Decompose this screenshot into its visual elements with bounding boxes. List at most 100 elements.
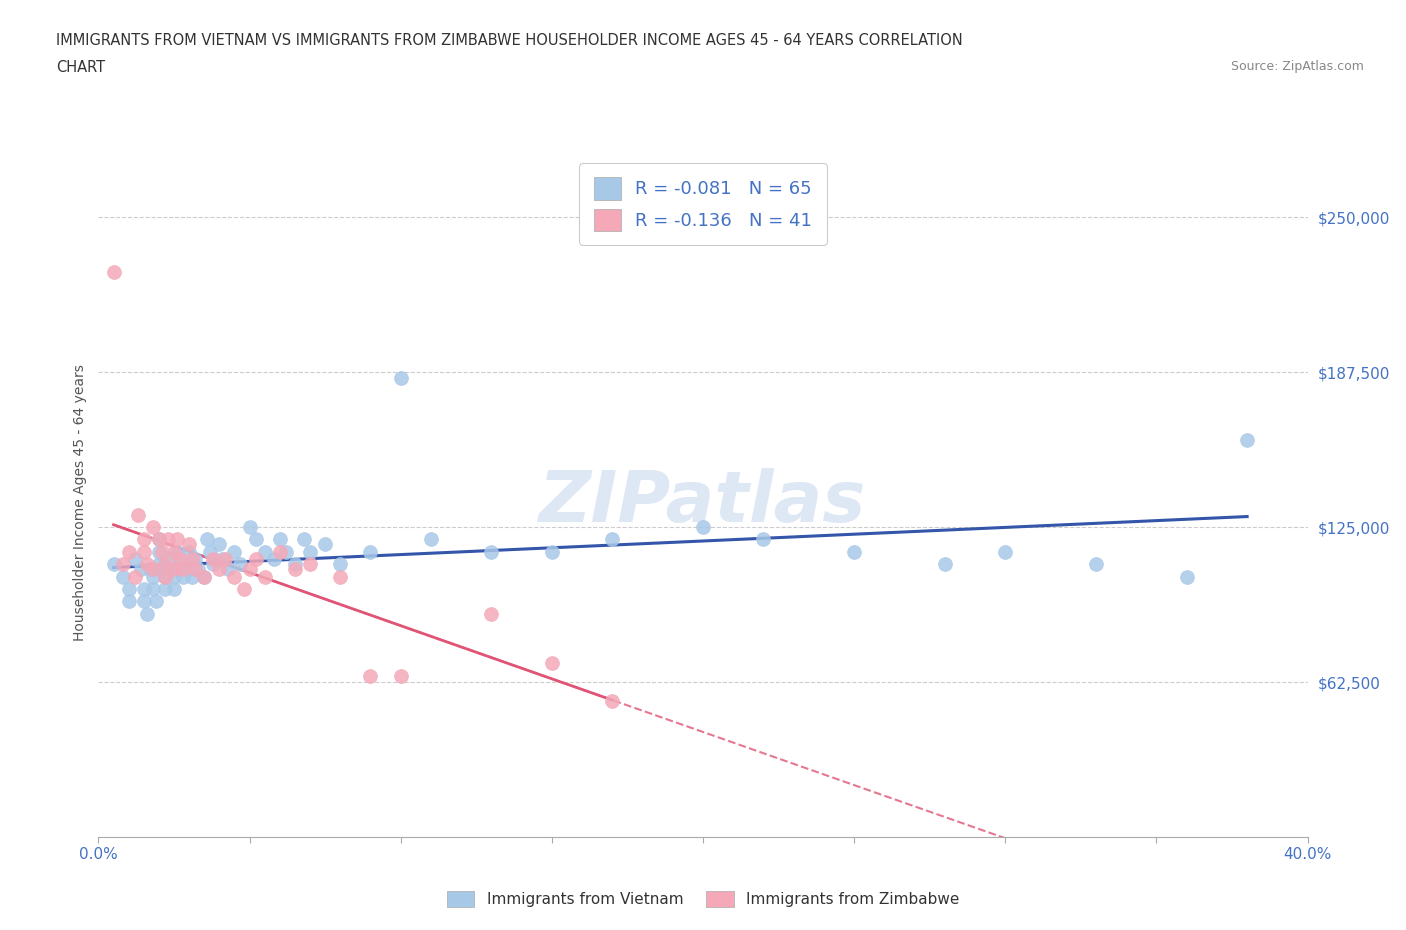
Point bbox=[752, 532, 775, 547]
Point bbox=[844, 544, 866, 559]
Point bbox=[208, 562, 231, 577]
Point bbox=[329, 569, 352, 584]
Point bbox=[145, 594, 167, 609]
Legend: R = -0.081   N = 65, R = -0.136   N = 41: R = -0.081 N = 65, R = -0.136 N = 41 bbox=[579, 163, 827, 245]
Point bbox=[211, 551, 233, 566]
Point bbox=[103, 264, 125, 279]
Point bbox=[389, 371, 412, 386]
Point bbox=[148, 544, 170, 559]
Point bbox=[111, 569, 134, 584]
Point bbox=[1085, 557, 1108, 572]
Point bbox=[132, 544, 155, 559]
Point bbox=[202, 557, 225, 572]
Point bbox=[127, 507, 149, 522]
Point bbox=[292, 532, 315, 547]
Point bbox=[193, 569, 215, 584]
Text: CHART: CHART bbox=[56, 60, 105, 75]
Point bbox=[202, 551, 225, 566]
Point bbox=[118, 594, 141, 609]
Point bbox=[253, 569, 276, 584]
Point bbox=[142, 562, 165, 577]
Point bbox=[284, 562, 307, 577]
Point bbox=[314, 537, 336, 551]
Point bbox=[184, 562, 207, 577]
Point bbox=[540, 656, 562, 671]
Point bbox=[163, 544, 186, 559]
Point bbox=[163, 562, 186, 577]
Point bbox=[148, 532, 170, 547]
Point bbox=[156, 532, 179, 547]
Point bbox=[994, 544, 1017, 559]
Point bbox=[135, 557, 157, 572]
Point bbox=[153, 569, 176, 584]
Point bbox=[135, 606, 157, 621]
Point bbox=[150, 562, 173, 577]
Point bbox=[245, 551, 267, 566]
Point bbox=[163, 569, 186, 584]
Point bbox=[132, 532, 155, 547]
Point bbox=[269, 544, 291, 559]
Point bbox=[129, 562, 152, 577]
Point bbox=[142, 569, 165, 584]
Point bbox=[692, 520, 714, 535]
Point bbox=[163, 581, 186, 596]
Point bbox=[156, 551, 179, 566]
Point bbox=[179, 537, 201, 551]
Point bbox=[193, 569, 215, 584]
Point bbox=[132, 581, 155, 596]
Point bbox=[150, 544, 173, 559]
Point bbox=[269, 532, 291, 547]
Point bbox=[153, 581, 176, 596]
Point bbox=[299, 557, 322, 572]
Point bbox=[602, 532, 624, 547]
Point bbox=[179, 562, 201, 577]
Point bbox=[132, 594, 155, 609]
Point bbox=[602, 693, 624, 708]
Text: ZIPatlas: ZIPatlas bbox=[540, 468, 866, 537]
Point bbox=[481, 606, 503, 621]
Point bbox=[200, 544, 222, 559]
Point bbox=[139, 562, 162, 577]
Point bbox=[124, 569, 146, 584]
Point bbox=[481, 544, 503, 559]
Point bbox=[153, 569, 176, 584]
Point bbox=[239, 562, 262, 577]
Point bbox=[166, 544, 188, 559]
Point bbox=[184, 551, 207, 566]
Point bbox=[540, 544, 562, 559]
Point bbox=[224, 569, 246, 584]
Point bbox=[239, 520, 262, 535]
Point bbox=[153, 557, 176, 572]
Point bbox=[179, 544, 201, 559]
Point bbox=[299, 544, 322, 559]
Y-axis label: Householder Income Ages 45 - 64 years: Householder Income Ages 45 - 64 years bbox=[73, 364, 87, 641]
Point bbox=[389, 669, 412, 684]
Point bbox=[103, 557, 125, 572]
Point bbox=[142, 520, 165, 535]
Point bbox=[934, 557, 956, 572]
Point bbox=[118, 544, 141, 559]
Point bbox=[148, 557, 170, 572]
Point bbox=[195, 532, 218, 547]
Point bbox=[169, 551, 191, 566]
Point bbox=[420, 532, 443, 547]
Point bbox=[360, 544, 382, 559]
Point bbox=[217, 562, 239, 577]
Text: Source: ZipAtlas.com: Source: ZipAtlas.com bbox=[1230, 60, 1364, 73]
Point bbox=[187, 562, 209, 577]
Point bbox=[181, 569, 204, 584]
Point bbox=[245, 532, 267, 547]
Text: IMMIGRANTS FROM VIETNAM VS IMMIGRANTS FROM ZIMBABWE HOUSEHOLDER INCOME AGES 45 -: IMMIGRANTS FROM VIETNAM VS IMMIGRANTS FR… bbox=[56, 33, 963, 47]
Legend: Immigrants from Vietnam, Immigrants from Zimbabwe: Immigrants from Vietnam, Immigrants from… bbox=[440, 884, 966, 913]
Point bbox=[1236, 432, 1258, 447]
Point bbox=[111, 557, 134, 572]
Point bbox=[284, 557, 307, 572]
Point bbox=[172, 569, 194, 584]
Point bbox=[263, 551, 285, 566]
Point bbox=[142, 581, 165, 596]
Point bbox=[124, 551, 146, 566]
Point bbox=[166, 532, 188, 547]
Point bbox=[181, 551, 204, 566]
Point bbox=[148, 532, 170, 547]
Point bbox=[208, 537, 231, 551]
